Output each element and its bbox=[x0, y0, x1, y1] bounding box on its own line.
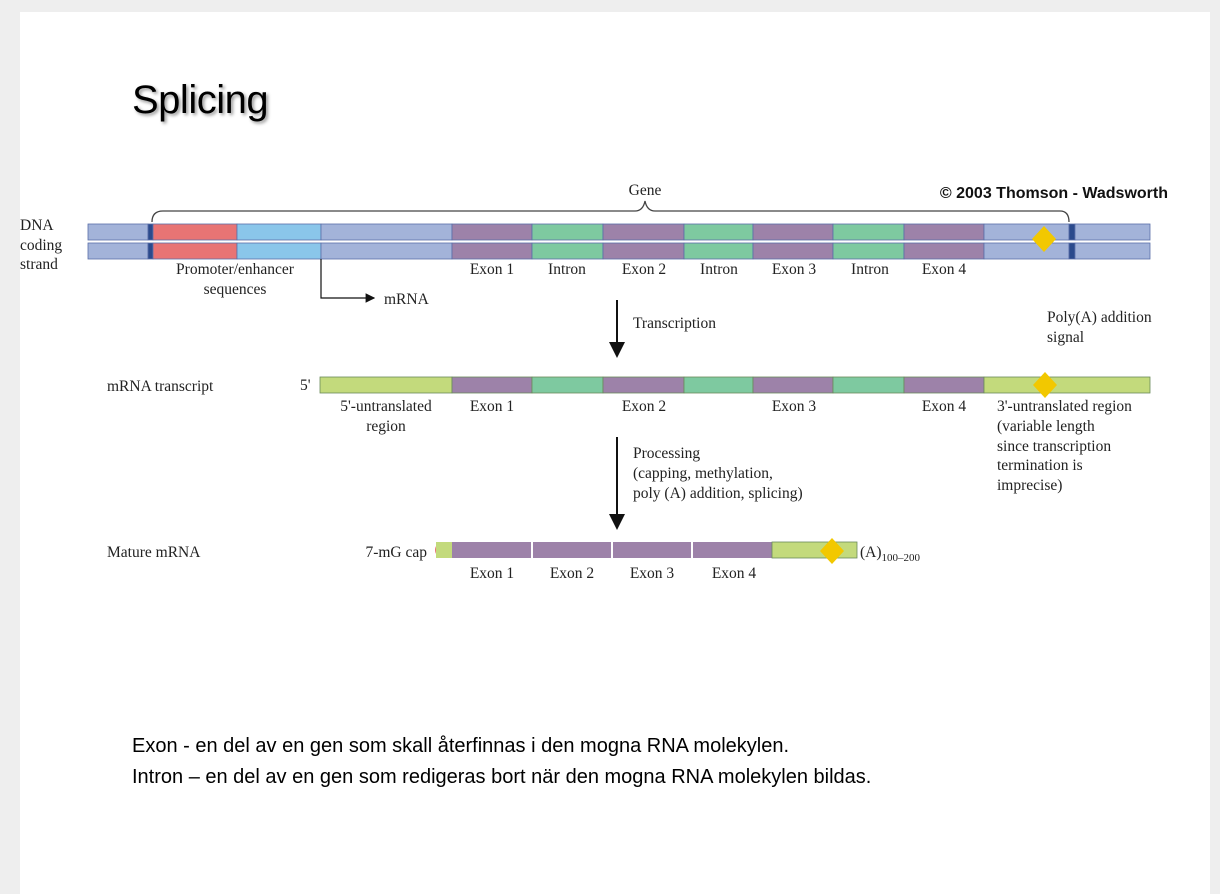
mrna-arrow-label: mRNA bbox=[384, 291, 430, 308]
cap-label: 7-mG cap bbox=[365, 544, 427, 561]
dna-exon-segment bbox=[752, 242, 834, 260]
dna-exon-3: Exon 3 bbox=[772, 261, 817, 278]
mature-exon-segment bbox=[613, 542, 691, 558]
dna-strand-segment bbox=[983, 242, 1070, 260]
dna-exon-segment bbox=[903, 242, 985, 260]
dna-exon-1: Exon 1 bbox=[470, 261, 514, 278]
mature-label: Mature mRNA bbox=[107, 544, 201, 561]
transcript-exon-segment bbox=[602, 376, 685, 394]
mature-mrna-bar bbox=[435, 538, 858, 564]
transcript-intron-segment bbox=[832, 376, 905, 394]
utr5-label-2: region bbox=[366, 418, 406, 435]
utr3-label-1: 3'-untranslated region bbox=[997, 398, 1132, 415]
exon-definition: Exon - en del av en gen som skall återfi… bbox=[132, 735, 790, 757]
polya-signal-label-2: signal bbox=[1047, 329, 1084, 346]
dna-strand-segment bbox=[1074, 242, 1151, 260]
dna-label-3: strand bbox=[20, 256, 58, 273]
copyright: © 2003 Thomson - Wadsworth bbox=[940, 185, 1168, 202]
transcript-exon-segment bbox=[752, 376, 834, 394]
dna-boundary-segment bbox=[1068, 223, 1076, 241]
mature-utr3-segment bbox=[771, 541, 858, 559]
transcript-exon-3: Exon 3 bbox=[772, 398, 817, 415]
promoter-label-2: sequences bbox=[204, 281, 267, 298]
processing-label-1: Processing bbox=[633, 445, 700, 462]
transcript-label: mRNA transcript bbox=[107, 378, 214, 395]
dna-strand-segment bbox=[983, 223, 1070, 241]
dna-exon-4: Exon 4 bbox=[922, 261, 967, 278]
dna-enhancer-segment bbox=[236, 223, 322, 241]
polya-tail-label: (A)100–200 bbox=[860, 544, 921, 564]
polya-signal-label-1: Poly(A) addition bbox=[1047, 309, 1152, 326]
dna-exon-segment bbox=[903, 223, 985, 241]
utr5-label-1: 5'-untranslated bbox=[340, 398, 432, 415]
dna-promoter-segment bbox=[152, 223, 238, 241]
transcript-exon-1: Exon 1 bbox=[470, 398, 514, 415]
dna-strand-segment bbox=[87, 242, 149, 260]
dna-strand-segment bbox=[320, 223, 453, 241]
mrna-transcript-bar bbox=[319, 372, 1151, 398]
dna-intron-segment bbox=[683, 242, 754, 260]
dna-intron-2: Intron bbox=[700, 261, 738, 278]
promoter-label-1: Promoter/enhancer bbox=[176, 261, 295, 278]
dna-exon-segment bbox=[602, 242, 685, 260]
transcript-exon-2: Exon 2 bbox=[622, 398, 666, 415]
utr3-label-2: (variable length bbox=[997, 418, 1095, 435]
dna-intron-3: Intron bbox=[851, 261, 889, 278]
transcript-utr-segment bbox=[319, 376, 453, 394]
utr3-label-4: termination is bbox=[997, 457, 1083, 474]
transcript-exon-4: Exon 4 bbox=[922, 398, 967, 415]
dna-exon-2: Exon 2 bbox=[622, 261, 666, 278]
dna-strand-segment bbox=[320, 242, 453, 260]
dna-intron-1: Intron bbox=[548, 261, 586, 278]
dna-boundary-segment bbox=[147, 223, 154, 241]
dna-label-2: coding bbox=[20, 237, 62, 254]
mature-exon-segment bbox=[452, 542, 531, 558]
polya-signal-diamond bbox=[1032, 226, 1056, 252]
slide-title: Splicing bbox=[132, 78, 269, 122]
dna-exon-segment bbox=[451, 223, 533, 241]
gene-brace bbox=[151, 200, 1070, 223]
gene-label: Gene bbox=[629, 182, 662, 199]
dna-exon-segment bbox=[752, 223, 834, 241]
dna-exon-segment bbox=[602, 223, 685, 241]
utr3-label-3: since transcription bbox=[997, 438, 1111, 455]
mature-exon-1: Exon 1 bbox=[470, 565, 514, 582]
transcription-label: Transcription bbox=[633, 315, 716, 332]
mature-exon-3: Exon 3 bbox=[630, 565, 675, 582]
five-prime-label: 5' bbox=[300, 377, 311, 394]
dna-strand-segment bbox=[87, 223, 149, 241]
transcript-exon-segment bbox=[903, 376, 985, 394]
processing-label-3: poly (A) addition, splicing) bbox=[633, 485, 803, 502]
transcript-utr-segment bbox=[983, 376, 1151, 394]
dna-intron-segment bbox=[832, 223, 905, 241]
dna-strand bbox=[87, 223, 1151, 260]
dna-intron-segment bbox=[832, 242, 905, 260]
transcript-exon-segment bbox=[451, 376, 533, 394]
dna-intron-segment bbox=[531, 242, 604, 260]
dna-strand-segment bbox=[1074, 223, 1151, 241]
dna-boundary-segment bbox=[147, 242, 154, 260]
polya-signal-diamond bbox=[1033, 372, 1057, 398]
utr3-label-5: imprecise) bbox=[997, 477, 1062, 494]
polya-signal-diamond bbox=[820, 538, 844, 564]
dna-intron-segment bbox=[683, 223, 754, 241]
intron-definition: Intron – en del av en gen som redigeras … bbox=[132, 766, 872, 788]
mature-exon-2: Exon 2 bbox=[550, 565, 594, 582]
transcript-intron-segment bbox=[683, 376, 754, 394]
mature-exon-4: Exon 4 bbox=[712, 565, 757, 582]
mrna-start-arrow bbox=[320, 259, 376, 303]
dna-enhancer-segment bbox=[236, 242, 322, 260]
mature-utr5-segment bbox=[436, 542, 452, 558]
processing-label-2: (capping, methylation, bbox=[633, 465, 773, 482]
dna-exon-segment bbox=[451, 242, 533, 260]
dna-boundary-segment bbox=[1068, 242, 1076, 260]
dna-promoter-segment bbox=[152, 242, 238, 260]
transcript-intron-segment bbox=[531, 376, 604, 394]
dna-intron-segment bbox=[531, 223, 604, 241]
mature-exon-segment bbox=[693, 542, 772, 558]
mature-exon-segment bbox=[533, 542, 611, 558]
slide bbox=[20, 12, 1210, 894]
dna-label-1: DNA bbox=[20, 217, 54, 234]
